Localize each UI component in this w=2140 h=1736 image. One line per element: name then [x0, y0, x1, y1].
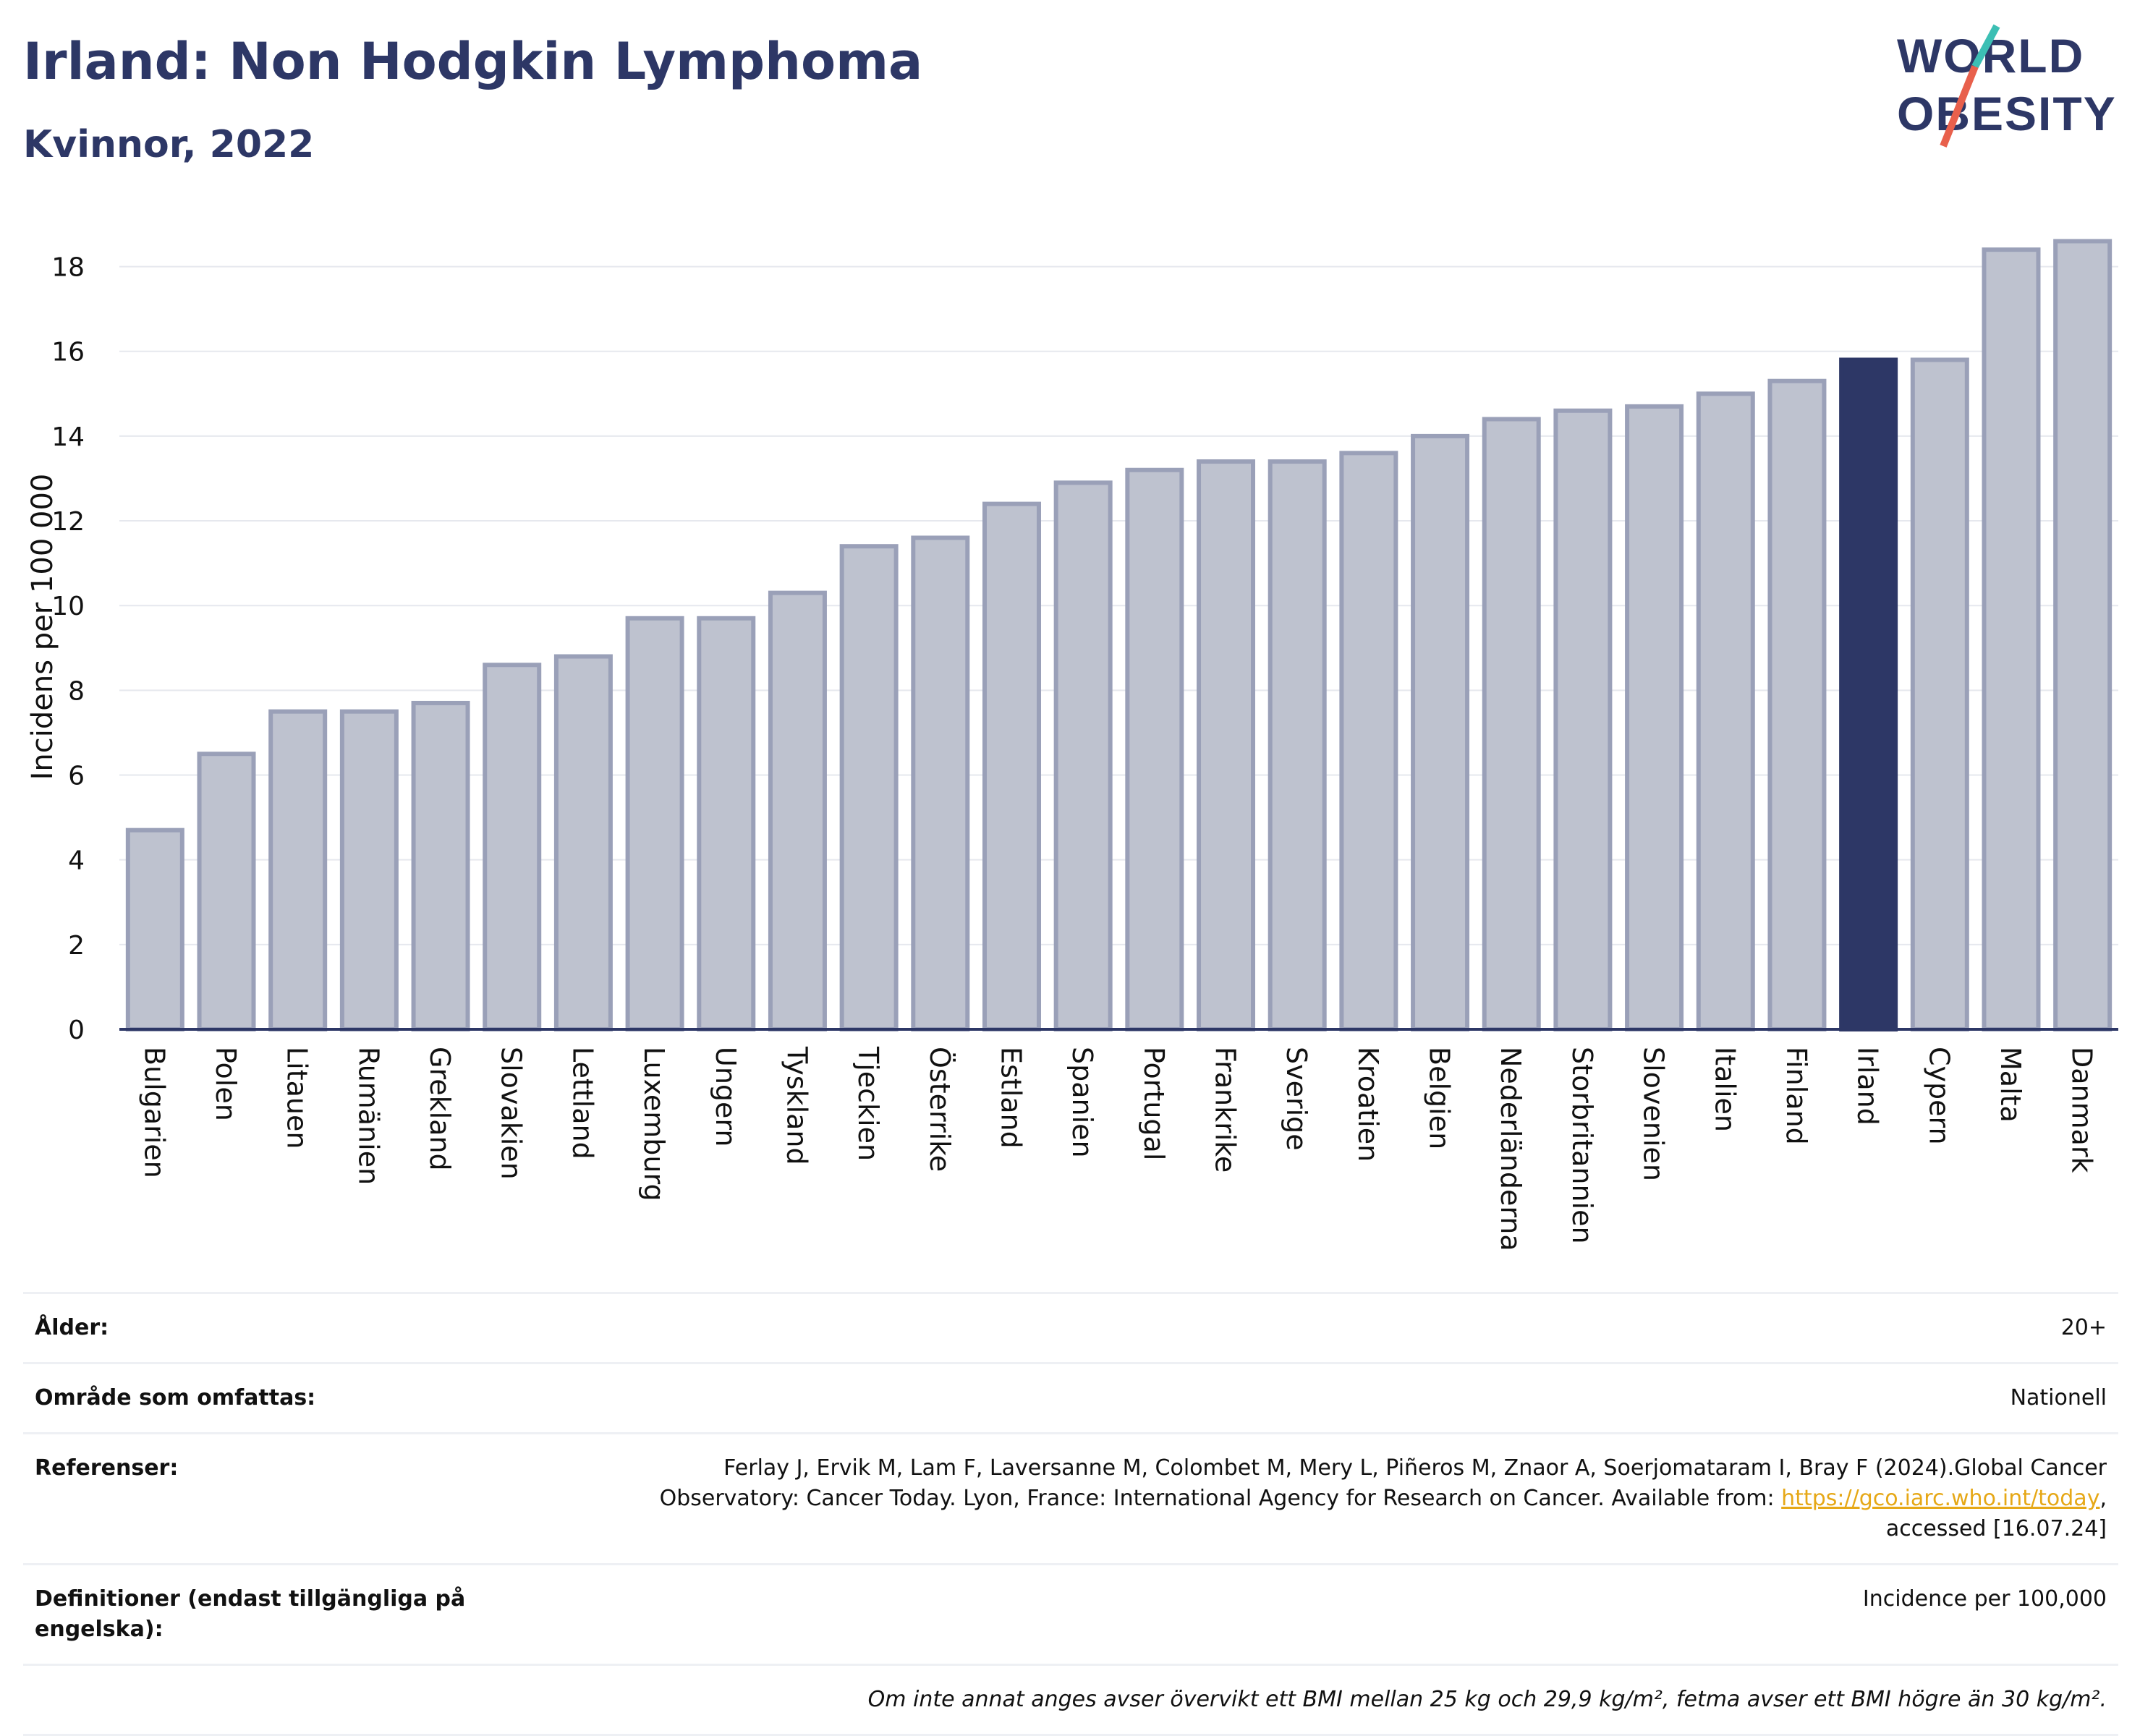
x-tick-label: Belgien	[1424, 1047, 1456, 1149]
bar-irland	[1839, 357, 1898, 1031]
y-tick-label: 6	[68, 762, 85, 791]
y-tick-label: 4	[68, 846, 85, 876]
x-tick-label: Portugal	[1138, 1047, 1170, 1160]
x-tick-label: Tyskland	[781, 1046, 812, 1165]
chart-title: Irland: Non Hodgkin Lymphoma	[23, 32, 923, 91]
x-tick-label: Slovenien	[1638, 1047, 1670, 1181]
y-tick-label: 18	[51, 253, 85, 283]
bar-slovenien	[1625, 404, 1684, 1031]
bar-nederländerna	[1482, 417, 1541, 1032]
x-tick-label: Luxemburg	[638, 1047, 670, 1201]
y-tick-label: 2	[68, 931, 85, 961]
references-text-4: accessed [16.07.24]	[1885, 1516, 2107, 1541]
x-tick-label: Sverige	[1281, 1047, 1312, 1151]
bar-spanien	[1053, 480, 1113, 1031]
y-tick-label: 8	[68, 676, 85, 706]
bar-cypern	[1910, 357, 1969, 1031]
metadata-table: Ålder: 20+ Område som omfattas: Nationel…	[23, 1292, 2118, 1736]
bar-danmark	[2053, 239, 2113, 1032]
x-tick-label: Slovakien	[496, 1047, 527, 1180]
bar-malta	[1982, 247, 2041, 1032]
meta-row-references: Referenser: Ferlay J, Ervik M, Lam F, La…	[23, 1432, 2118, 1565]
meta-row-area: Område som omfattas: Nationell	[23, 1362, 2118, 1434]
references-text-1: Ferlay J, Ervik M, Lam F, Laversanne M, …	[723, 1455, 2107, 1481]
definitions-value: Incidence per 100,000	[517, 1563, 2118, 1665]
bar-litauen	[268, 709, 328, 1031]
bar-polen	[197, 752, 256, 1031]
bar-sverige	[1268, 459, 1327, 1031]
bar-luxemburg	[625, 616, 684, 1031]
x-tick-label: Rumänien	[352, 1047, 384, 1185]
bar-grekland	[411, 700, 470, 1031]
area-label: Område som omfattas:	[23, 1362, 517, 1434]
x-tick-label: Irland	[1852, 1047, 1884, 1126]
definitions-label: Definitioner (endast tillgängliga på eng…	[23, 1563, 517, 1665]
bar-tyskland	[768, 590, 827, 1031]
x-tick-label: Litauen	[281, 1047, 313, 1149]
y-tick-label: 12	[51, 507, 85, 537]
x-tick-label: Cypern	[1923, 1047, 1955, 1145]
references-text-3: ,	[2099, 1486, 2107, 1511]
bar-belgien	[1411, 433, 1470, 1032]
x-tick-label: Bulgarien	[138, 1047, 170, 1178]
x-tick-label: Estland	[995, 1047, 1027, 1149]
x-tick-label: Kroatien	[1352, 1047, 1384, 1162]
bar-österrike	[911, 535, 970, 1032]
y-tick-label: 0	[68, 1016, 85, 1045]
y-tick-label: 14	[51, 422, 85, 452]
x-tick-label: Italien	[1709, 1047, 1741, 1132]
x-tick-label: Danmark	[2066, 1047, 2098, 1173]
x-tick-label: Finland	[1780, 1047, 1812, 1145]
area-value: Nationell	[517, 1362, 2118, 1434]
y-tick-label: 16	[51, 338, 85, 367]
logo-slash-teal	[1971, 24, 2000, 69]
x-tick-label: Spanien	[1066, 1047, 1098, 1158]
bar-tjeckien	[839, 544, 899, 1031]
x-tick-label: Frankrike	[1210, 1047, 1241, 1173]
bar-bulgarien	[125, 827, 184, 1031]
logo-slash-red	[1940, 65, 1979, 148]
bar-rumänien	[339, 709, 399, 1031]
references-value: Ferlay J, Ervik M, Lam F, Laversanne M, …	[517, 1432, 2118, 1565]
footnote: Om inte annat anges avser övervikt ett B…	[23, 1664, 2118, 1736]
bar-kroatien	[1339, 451, 1398, 1032]
bar-ungern	[697, 616, 756, 1031]
bar-storbritannien	[1553, 408, 1613, 1031]
x-tick-label: Ungern	[710, 1047, 742, 1146]
x-tick-label: Lettland	[566, 1047, 598, 1160]
x-tick-label: Polen	[210, 1047, 242, 1121]
references-label: Referenser:	[23, 1432, 517, 1565]
y-tick-label: 10	[51, 592, 85, 621]
bar-lettland	[553, 654, 613, 1031]
age-value: 20+	[517, 1292, 2118, 1363]
bar-chart: 0 2 4 6 8 10 12 14 16 18 Incidens per 100 000 Bulga…	[26, 239, 2118, 1251]
bar-slovakien	[483, 663, 542, 1032]
x-tick-label: Tjeckien	[852, 1046, 884, 1161]
logo-text-obesity: OBESITY	[1897, 87, 2117, 140]
meta-row-footnote: Om inte annat anges avser övervikt ett B…	[23, 1664, 2118, 1736]
age-label: Ålder:	[23, 1292, 517, 1363]
x-tick-label: Österrike	[924, 1047, 956, 1172]
chart-subtitle: Kvinnor, 2022	[23, 123, 315, 166]
meta-row-definitions: Definitioner (endast tillgängliga på eng…	[23, 1563, 2118, 1665]
bar-frankrike	[1197, 459, 1256, 1031]
bar-estland	[982, 501, 1041, 1032]
x-tick-label: Grekland	[424, 1047, 456, 1171]
meta-row-age: Ålder: 20+	[23, 1292, 2118, 1363]
x-tick-label: Malta	[1995, 1047, 2026, 1123]
x-tick-label: Nederländerna	[1495, 1047, 1527, 1251]
bar-finland	[1767, 378, 1827, 1031]
x-tick-label: Storbritannien	[1566, 1047, 1598, 1244]
bar-portugal	[1125, 467, 1184, 1032]
bar-italien	[1696, 391, 1755, 1031]
world-obesity-logo: WORLD OBESITY	[1897, 24, 2117, 148]
y-axis-label: Incidens per 100 000	[26, 474, 59, 780]
references-text-2: Observatory: Cancer Today. Lyon, France:…	[659, 1486, 1782, 1511]
references-link[interactable]: https://gco.iarc.who.int/today	[1781, 1486, 2100, 1511]
